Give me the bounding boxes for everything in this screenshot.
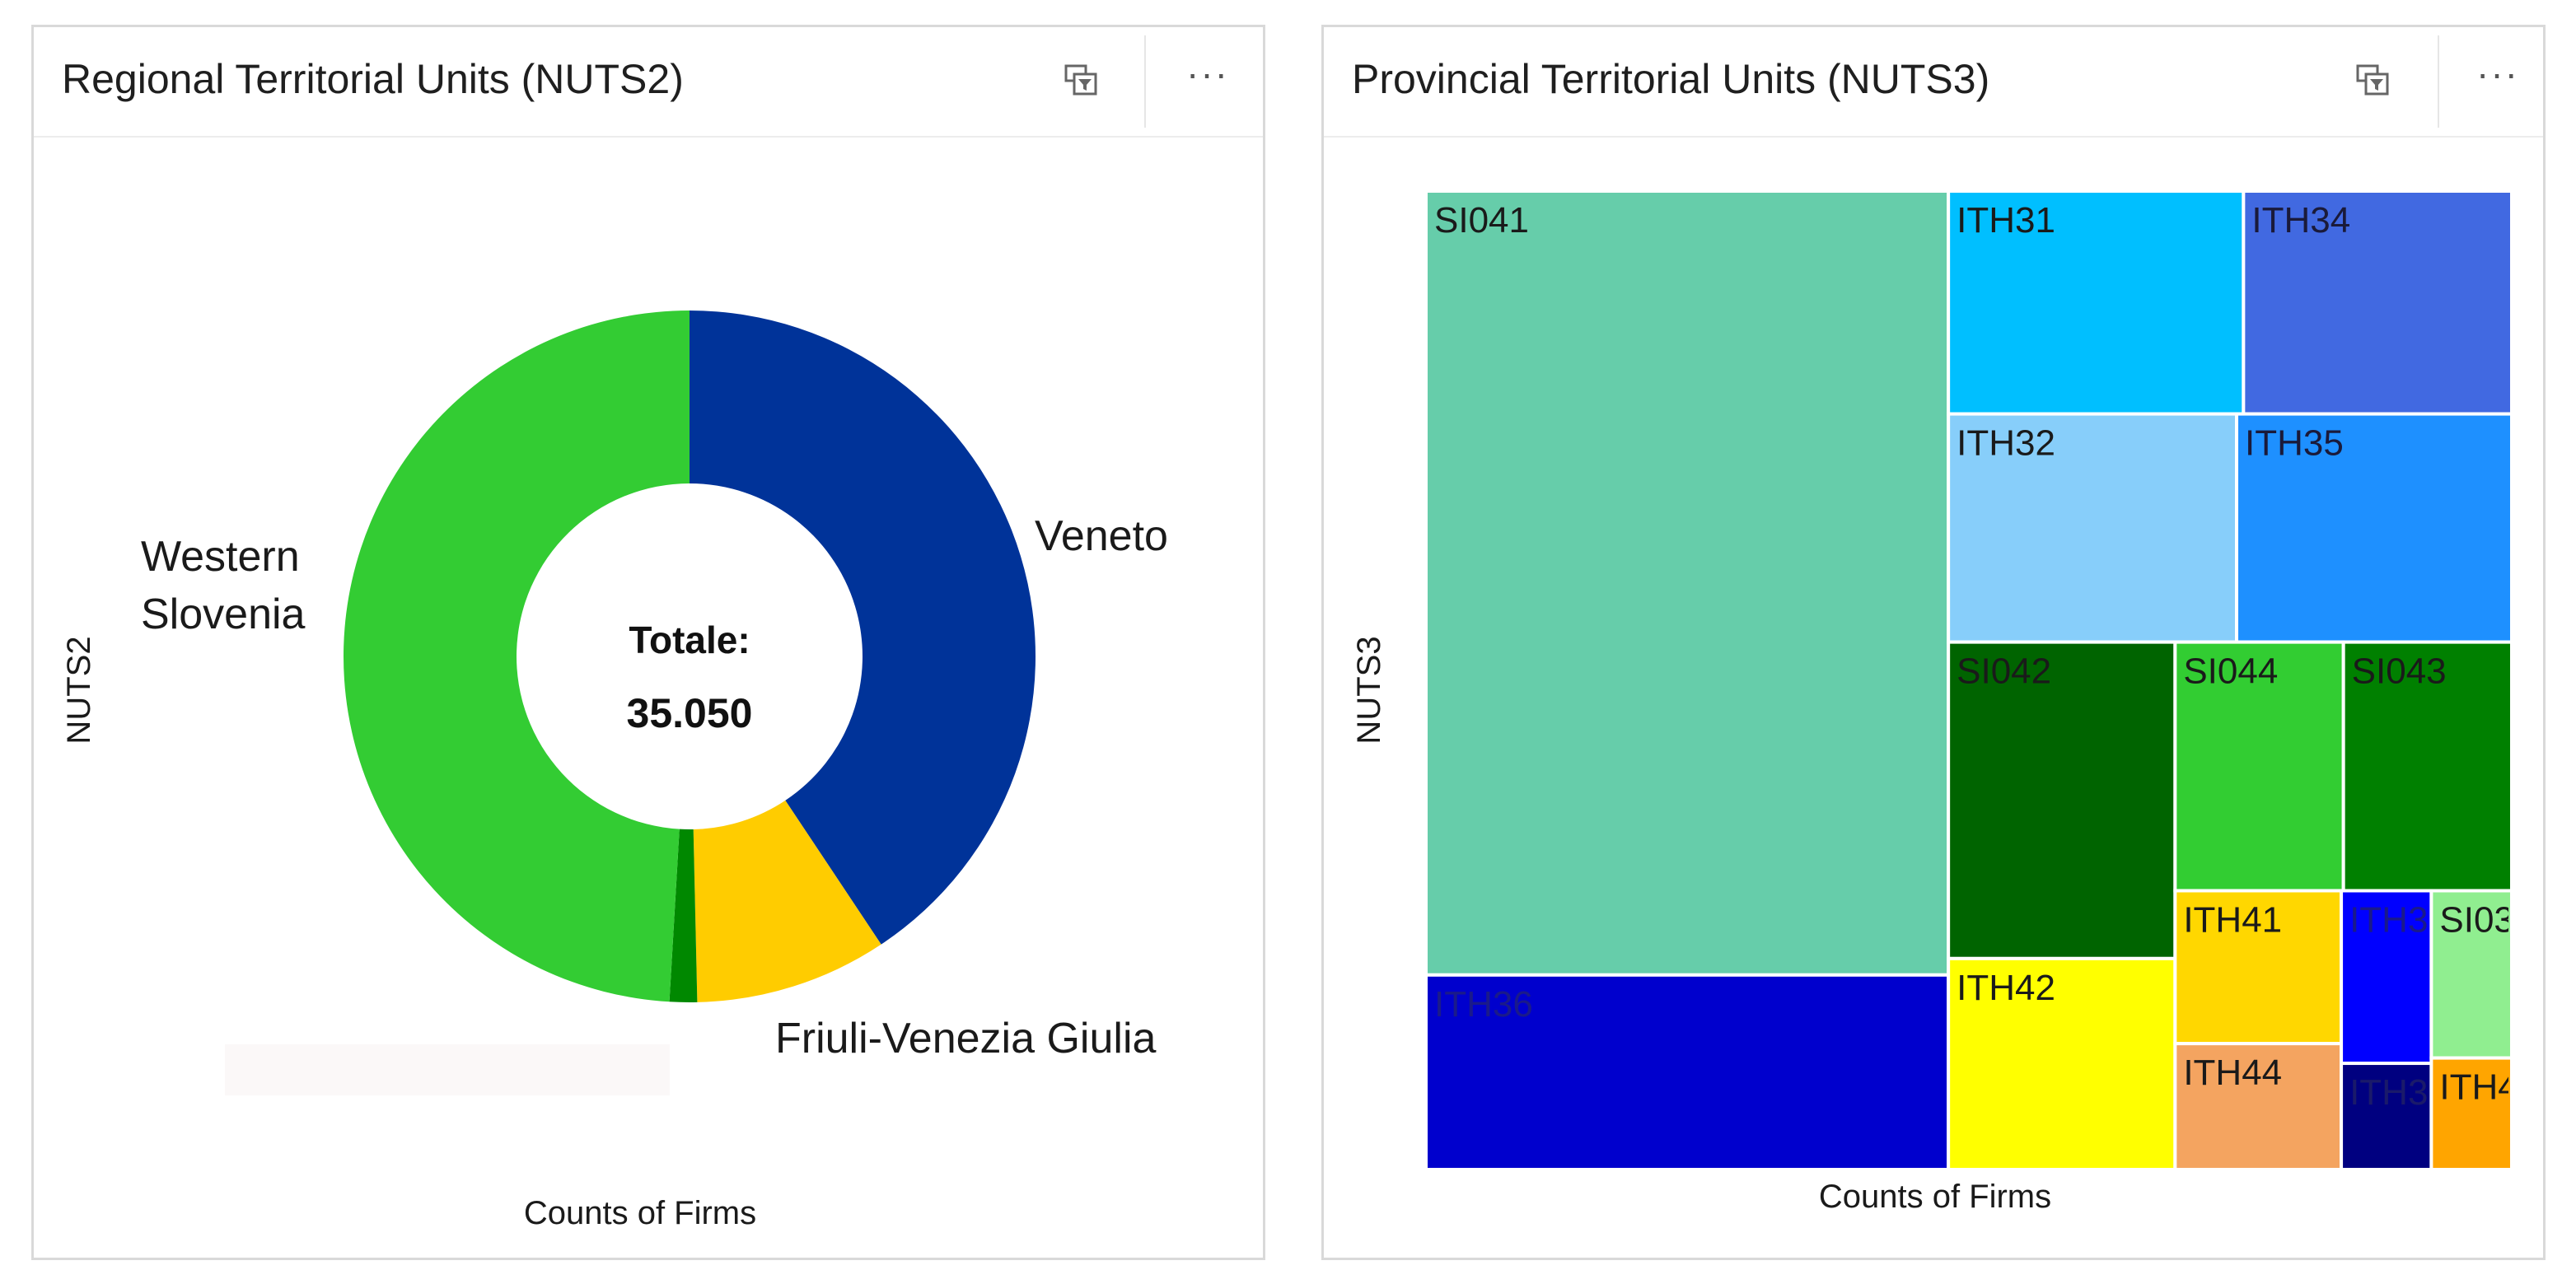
more-options-icon[interactable]: ···	[1186, 52, 1229, 95]
treemap-chart-area: SI041 ITH36 ITH31 ITH34 ITH32 ITH35 SI042 ITH42…	[1324, 138, 2543, 1258]
filter-icon[interactable]	[1060, 60, 1101, 101]
treemap-chart: SI041 ITH36 ITH31 ITH34 ITH32 ITH35 SI042 ITH42…	[1351, 189, 2518, 1215]
panel-title: Regional Territorial Units (NUTS2)	[62, 56, 684, 102]
filter-icon[interactable]	[2352, 60, 2393, 101]
donut-chart-area: Veneto Friuli-Venezia Giulia Western Sloven…	[34, 138, 1263, 1258]
tile-label: ITH31	[1957, 200, 2055, 240]
treemap-tile[interactable]: ITH35	[2235, 412, 2513, 644]
treemap-tile[interactable]: ITH3	[2340, 889, 2433, 1066]
tile-label: ITH42	[1957, 968, 2055, 1008]
nuts3-panel: Provincial Territorial Units (NUTS3) ···…	[1321, 25, 2546, 1260]
tile-label: SI043	[2352, 651, 2447, 692]
treemap-tile[interactable]: ITH34	[2242, 189, 2514, 416]
treemap-tile[interactable]: ITH42	[1947, 956, 2177, 1172]
donut-slice[interactable]	[344, 310, 690, 1002]
tile-label: ITH4	[2439, 1067, 2518, 1108]
tile-label: ITH3	[2349, 1072, 2428, 1113]
center-label: Totale:	[629, 619, 750, 661]
tile-label: SI041	[1434, 200, 1529, 240]
tile-label: ITH32	[1957, 423, 2055, 464]
treemap-tile[interactable]: ITH4	[2429, 1056, 2518, 1172]
treemap-tile[interactable]: ITH31	[1947, 189, 2246, 416]
tile-label: ITH35	[2245, 423, 2344, 464]
legend-placeholder	[225, 1044, 670, 1095]
donut-slice[interactable]	[693, 800, 881, 1002]
panel-title: Provincial Territorial Units (NUTS3)	[1352, 56, 1990, 102]
tile-label: SI03	[2439, 899, 2514, 940]
donut-chart: Veneto Friuli-Venezia Giulia Western Sloven…	[61, 310, 1168, 1231]
slice-label: Western	[141, 533, 300, 581]
treemap-tile[interactable]: ITH32	[1947, 412, 2239, 644]
treemap-tile[interactable]: SI044	[2173, 640, 2345, 893]
treemap-tile[interactable]: ITH3	[2340, 1062, 2433, 1172]
more-options-icon[interactable]: ···	[2476, 52, 2519, 95]
header-divider	[1144, 35, 1146, 128]
x-axis-label: Counts of Firms	[524, 1195, 756, 1231]
y-axis-label: NUTS3	[1351, 636, 1387, 744]
tile-label: ITH34	[2251, 200, 2350, 240]
slice-label: Friuli-Venezia Giulia	[775, 1015, 1156, 1062]
panel-header: Regional Territorial Units (NUTS2) ···	[34, 27, 1263, 138]
tile-label: ITH3	[2349, 899, 2428, 940]
treemap-tile[interactable]: SI041	[1424, 189, 1951, 977]
tile-label: ITH44	[2183, 1053, 2282, 1093]
tile-label: SI044	[2183, 651, 2278, 692]
slice-label: Veneto	[1035, 512, 1168, 560]
tile-label: SI042	[1957, 651, 2051, 692]
center-value: 35.050	[627, 690, 753, 736]
panel-header: Provincial Territorial Units (NUTS3) ···	[1324, 27, 2543, 138]
tile-label: ITH41	[2183, 899, 2282, 940]
treemap-tile[interactable]: SI042	[1947, 640, 2177, 960]
header-divider	[2438, 35, 2439, 128]
tile-label: ITH36	[1434, 984, 1533, 1025]
treemap-tile[interactable]: ITH41	[2173, 889, 2344, 1046]
donut-slice[interactable]	[690, 310, 1036, 945]
treemap-tile[interactable]: ITH36	[1424, 973, 1951, 1172]
x-axis-label: Counts of Firms	[1819, 1179, 2051, 1215]
nuts2-panel: Regional Territorial Units (NUTS2) ··· V…	[31, 25, 1265, 1260]
slice-label: Slovenia	[141, 591, 306, 638]
treemap-tile[interactable]: ITH44	[2173, 1042, 2344, 1172]
treemap-tile[interactable]: SI043	[2341, 640, 2514, 893]
donut-slice[interactable]	[669, 829, 698, 1002]
y-axis-label: NUTS2	[61, 636, 97, 744]
treemap-tile[interactable]: SI03	[2429, 889, 2514, 1060]
